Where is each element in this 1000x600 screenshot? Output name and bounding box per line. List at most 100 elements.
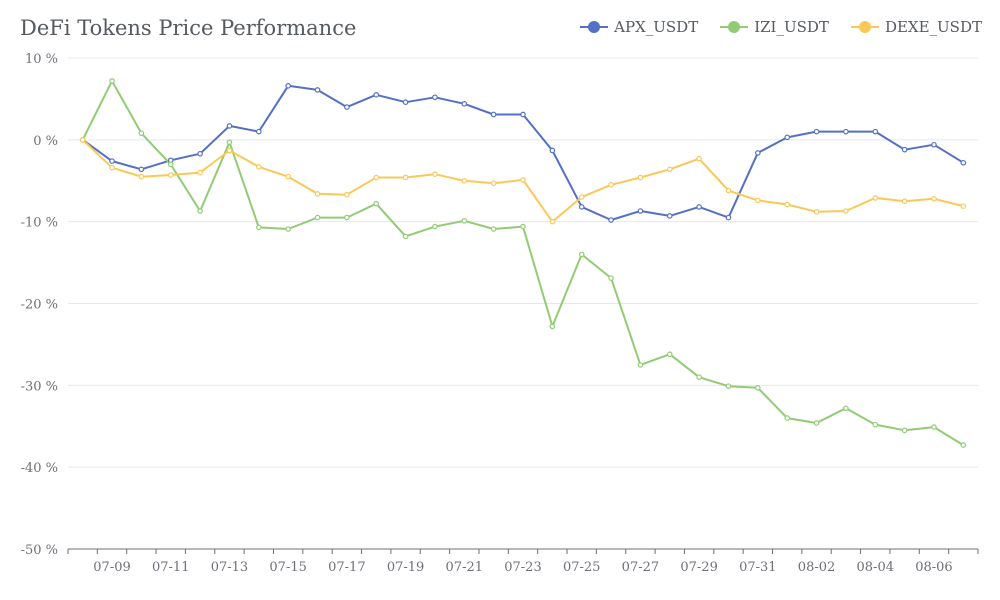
data-point-izi-usdt xyxy=(256,224,262,231)
data-point-izi-usdt xyxy=(637,362,644,368)
data-point-dexe-usdt xyxy=(755,197,761,204)
x-tick-label: 07-17 xyxy=(328,560,365,575)
axes: 10 % 0 % -10 % -20 % -30 % -40 % -50 % 07-09 07-… xyxy=(21,52,979,575)
data-point-izi-usdt xyxy=(461,218,468,224)
data-point-apx-usdt xyxy=(344,104,350,110)
x-tick-label: 07-11 xyxy=(152,560,189,575)
x-tick-label: 07-21 xyxy=(446,560,483,575)
data-point-izi-usdt xyxy=(109,78,115,84)
series-line-izi-usdt xyxy=(81,79,964,446)
data-point-apx-usdt xyxy=(578,204,585,210)
data-point-izi-usdt xyxy=(432,223,438,230)
data-point-izi-usdt xyxy=(696,374,702,380)
data-point-apx-usdt xyxy=(490,111,497,118)
data-point-apx-usdt xyxy=(520,111,526,118)
data-point-izi-usdt xyxy=(520,223,526,230)
data-point-dexe-usdt xyxy=(901,198,908,205)
legend-item-apx[interactable]: APX_USDT xyxy=(580,18,698,36)
y-tick-label: 0 % xyxy=(33,134,58,149)
data-point-izi-usdt xyxy=(901,427,908,434)
legend-label-apx: APX_USDT xyxy=(614,18,699,36)
data-point-izi-usdt xyxy=(784,415,790,421)
data-point-dexe-usdt xyxy=(138,173,145,180)
data-point-apx-usdt xyxy=(432,94,438,101)
data-point-apx-usdt xyxy=(285,83,291,89)
y-tick-label: -30 % xyxy=(21,379,58,394)
data-point-izi-usdt xyxy=(197,208,203,214)
data-point-dexe-usdt xyxy=(256,164,262,170)
legend: APX_USDT IZI_USDT DEXE_USDT xyxy=(580,18,982,36)
data-point-izi-usdt xyxy=(578,251,585,258)
x-tick-label: 07-23 xyxy=(504,560,541,575)
y-tick-label: -20 % xyxy=(21,298,58,313)
data-point-apx-usdt xyxy=(549,147,556,154)
data-point-dexe-usdt xyxy=(490,180,497,187)
y-tick-label: 10 % xyxy=(25,52,58,67)
data-point-dexe-usdt xyxy=(960,203,967,209)
data-point-apx-usdt xyxy=(725,214,732,221)
data-point-dexe-usdt xyxy=(432,171,438,178)
data-point-dexe-usdt xyxy=(608,182,614,188)
y-tick-label: -10 % xyxy=(21,216,58,231)
data-point-dexe-usdt xyxy=(79,137,86,143)
data-point-dexe-usdt xyxy=(931,195,937,202)
legend-item-izi[interactable]: IZI_USDT xyxy=(720,18,829,36)
data-point-dexe-usdt xyxy=(637,174,644,181)
data-point-dexe-usdt xyxy=(167,172,174,178)
data-point-apx-usdt xyxy=(256,128,262,135)
x-tick-label: 08-02 xyxy=(798,560,835,575)
data-point-apx-usdt xyxy=(637,208,644,214)
legend-label-izi: IZI_USDT xyxy=(754,18,829,36)
y-tick-label: -40 % xyxy=(21,461,58,476)
series-line-apx-usdt xyxy=(82,84,964,221)
legend-swatch-apx xyxy=(580,20,609,34)
data-point-apx-usdt xyxy=(402,99,409,105)
x-tick-label: 07-29 xyxy=(680,560,717,575)
data-point-dexe-usdt xyxy=(109,164,115,171)
data-point-dexe-usdt xyxy=(549,218,556,225)
data-point-izi-usdt xyxy=(549,323,556,330)
data-point-dexe-usdt xyxy=(461,177,468,184)
x-tick-label: 07-31 xyxy=(739,560,776,575)
data-point-apx-usdt xyxy=(960,159,967,166)
data-point-apx-usdt xyxy=(608,217,614,223)
data-point-dexe-usdt xyxy=(696,155,702,162)
data-point-izi-usdt xyxy=(314,214,321,221)
data-point-dexe-usdt xyxy=(373,174,380,181)
x-tick-label: 07-25 xyxy=(563,560,600,575)
data-point-dexe-usdt xyxy=(872,195,879,201)
data-point-apx-usdt xyxy=(872,128,879,135)
data-point-apx-usdt xyxy=(226,123,233,129)
data-point-dexe-usdt xyxy=(314,191,321,197)
data-point-izi-usdt xyxy=(285,226,291,232)
data-point-izi-usdt xyxy=(725,383,732,389)
data-point-apx-usdt xyxy=(197,150,203,157)
x-tick-label: 08-04 xyxy=(857,560,894,575)
data-point-apx-usdt xyxy=(813,128,820,135)
data-point-apx-usdt xyxy=(314,87,321,93)
x-tick-label: 08-06 xyxy=(915,560,952,575)
data-point-apx-usdt xyxy=(373,92,380,98)
data-point-izi-usdt xyxy=(872,421,879,428)
grid-lines xyxy=(68,57,978,468)
data-point-dexe-usdt xyxy=(226,147,233,154)
data-point-apx-usdt xyxy=(461,101,468,107)
data-point-dexe-usdt xyxy=(344,191,350,198)
legend-label-dexe: DEXE_USDT xyxy=(884,18,982,36)
data-point-apx-usdt xyxy=(931,141,937,148)
chart-title: DeFi Tokens Price Performance xyxy=(20,16,357,40)
data-point-izi-usdt xyxy=(931,424,937,430)
data-point-dexe-usdt xyxy=(813,209,820,215)
x-tick-label: 07-13 xyxy=(211,560,248,575)
x-tick-label: 07-27 xyxy=(622,560,659,575)
legend-swatch-izi xyxy=(720,20,749,34)
data-point-dexe-usdt xyxy=(666,166,673,173)
data-point-dexe-usdt xyxy=(843,208,849,214)
data-point-izi-usdt xyxy=(666,351,673,358)
data-point-izi-usdt xyxy=(167,161,174,168)
legend-item-dexe[interactable]: DEXE_USDT xyxy=(850,18,982,36)
data-point-apx-usdt xyxy=(843,128,849,135)
data-point-apx-usdt xyxy=(696,204,702,210)
x-tick-label: 07-15 xyxy=(269,560,306,575)
